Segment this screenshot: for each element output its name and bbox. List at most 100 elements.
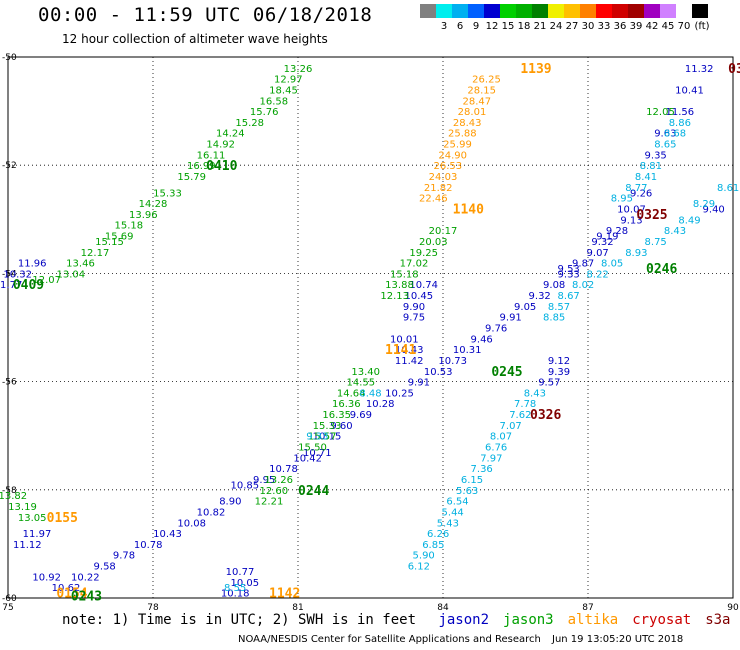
wave-height-value: 9.75: [403, 313, 425, 324]
wave-height-value: 8.93: [625, 248, 647, 259]
wave-height-value: 7.07: [500, 421, 522, 432]
color-scale-unit: (ft): [694, 21, 710, 32]
wave-height-value: 16.36: [332, 399, 361, 410]
wave-height-value: 9.39: [548, 367, 570, 378]
wave-height-value: 15.76: [250, 107, 279, 118]
wave-height-value: 15.79: [177, 172, 206, 183]
wave-height-value: 8.29: [693, 199, 715, 210]
color-scale-label: 3: [440, 21, 448, 32]
wave-height-value: 6.76: [485, 443, 507, 454]
wave-height-value: 16.99: [187, 161, 216, 172]
wave-height-value: 10.73: [438, 356, 467, 367]
wave-height-value: 22.46: [419, 194, 448, 205]
wave-height-value: 6.26: [427, 529, 449, 540]
page-subtitle: 12 hour collection of altimeter wave hei…: [62, 32, 328, 46]
wave-height-value: 15.33: [313, 421, 342, 432]
color-scale-cell: [468, 4, 484, 18]
wave-height-value: 8.55: [224, 583, 246, 594]
x-tick-label: 90: [727, 603, 739, 613]
color-scale-label: 15: [501, 21, 515, 32]
wave-height-value: 9.95: [253, 475, 275, 486]
wave-height-value: 9.69: [350, 410, 372, 421]
wave-height-value: 15.69: [105, 232, 134, 243]
wave-height-value: 25.88: [448, 129, 477, 140]
color-scale-label: 24: [549, 21, 563, 32]
color-scale-cell: [484, 4, 500, 18]
wave-height-value: 14.64: [337, 388, 366, 399]
wave-height-value: 14.24: [216, 129, 245, 140]
wave-height-value: 8.07: [490, 432, 512, 443]
wave-height-value: 8.57: [548, 302, 570, 313]
legend-jason2: jason2: [438, 612, 490, 628]
pass-time-label: 0155: [47, 511, 78, 526]
y-tick-label: -54: [2, 269, 17, 279]
wave-height-value: 11.42: [395, 356, 424, 367]
wave-height-value: 9.26: [630, 188, 652, 199]
wave-height-value: 10.92: [32, 572, 61, 583]
wave-height-value: 15.33: [153, 188, 182, 199]
wave-height-value: 10.74: [409, 280, 438, 291]
wave-height-value: 11.12: [13, 540, 42, 551]
wave-height-value: 13.26: [264, 475, 293, 486]
wave-height-value: 8.61: [717, 183, 739, 194]
color-scale-label: 27: [565, 21, 579, 32]
color-scale-label: 21: [533, 21, 547, 32]
wave-height-value: 8.81: [640, 161, 662, 172]
wave-height-value: 9.58: [94, 562, 116, 573]
wave-height-value: 24.90: [438, 150, 467, 161]
pass-time-label: 0246: [646, 262, 677, 277]
wave-height-value: 10.85: [231, 480, 260, 491]
wave-height-value: 9.90: [403, 302, 425, 313]
wave-height-value: 8.75: [645, 237, 667, 248]
wave-height-value: 10.18: [221, 589, 250, 600]
wave-height-value: 9.19: [596, 232, 618, 243]
wave-height-value: 13.04: [57, 269, 86, 280]
pass-time-label: 1142: [269, 587, 300, 602]
color-scale-cell: [500, 4, 516, 18]
x-tick-label: 78: [147, 603, 159, 613]
y-tick-label: -56: [2, 378, 17, 388]
color-scale-label: 45: [661, 21, 675, 32]
x-tick-label: 84: [437, 603, 449, 613]
color-scale-cell: [596, 4, 612, 18]
pass-time-label: 0245: [491, 365, 522, 380]
x-tick-label: 87: [582, 603, 593, 613]
y-tick-label: -60: [2, 594, 17, 604]
wave-height-value: 28.43: [453, 118, 482, 129]
wave-height-value: 9.05: [514, 302, 536, 313]
wave-height-value: 15.18: [115, 221, 144, 232]
wave-height-value: 8.43: [664, 226, 686, 237]
wave-height-value: 5.43: [437, 518, 459, 529]
color-scale-cell: [532, 4, 548, 18]
wave-height-value: 13.26: [284, 64, 313, 75]
wave-height-value: 10.25: [385, 388, 414, 399]
color-scale-cell: [436, 4, 452, 18]
wave-height-value: 9.91: [408, 378, 430, 389]
wave-height-value: 28.15: [467, 85, 496, 96]
wave-height-value: 9.46: [471, 334, 493, 345]
wave-height-value: 11.32: [685, 64, 714, 75]
wave-height-value: 24.03: [429, 172, 458, 183]
color-scale-cell: [676, 4, 692, 18]
wave-height-value: 12.21: [255, 497, 284, 508]
x-tick-label: 75: [2, 603, 13, 613]
wave-height-value: 10.71: [303, 448, 332, 459]
wave-height-value: 16.58: [260, 96, 289, 107]
color-scale-label: 9: [472, 21, 480, 32]
wave-height-value: 6.54: [446, 497, 468, 508]
wave-height-value: 11.77: [0, 280, 22, 291]
wave-height-value: 9.53: [558, 264, 580, 275]
wave-height-value: 9.40: [703, 204, 725, 215]
color-scale-cell: [564, 4, 580, 18]
color-scale-label: 18: [517, 21, 531, 32]
wave-height-value: 25.99: [443, 140, 472, 151]
color-scale-label: 42: [645, 21, 659, 32]
wave-height-value: 8.68: [664, 129, 686, 140]
wave-height-value: 19.25: [409, 248, 438, 259]
wave-height-value: 10.22: [71, 572, 100, 583]
wave-height-value: 9.28: [606, 226, 628, 237]
color-scale-label: 12: [485, 21, 499, 32]
color-scale-cell: [420, 4, 436, 18]
wave-height-value: 9.35: [645, 150, 667, 161]
wave-height-value: 9.33: [306, 432, 328, 443]
